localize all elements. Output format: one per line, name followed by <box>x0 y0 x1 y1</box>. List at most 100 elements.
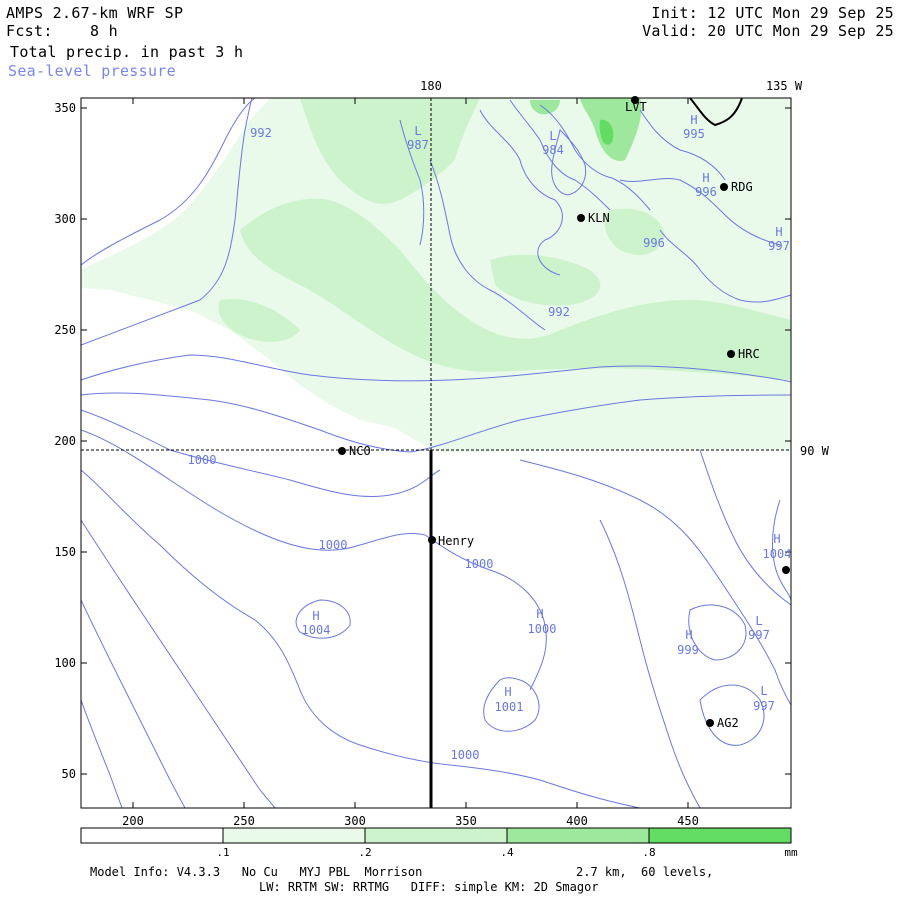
isobar <box>81 98 253 346</box>
station-label: LVT <box>625 100 647 114</box>
isobar <box>81 699 123 808</box>
precip-area-medium-2 <box>300 98 480 204</box>
coastline <box>689 97 743 127</box>
pressure-label: L <box>414 124 421 138</box>
y-tick-label: 150 <box>54 545 76 559</box>
y-tick-labels: 350 300 250 200 150 100 50 <box>54 101 76 781</box>
pressure-label: 997 <box>768 239 790 253</box>
station-label: NCO <box>349 444 371 458</box>
pressure-label: 996 <box>695 185 717 199</box>
isobar <box>688 604 747 661</box>
colorbar-tick: .1 <box>216 846 229 859</box>
x-tick-label: 450 <box>677 814 699 828</box>
isobar <box>81 354 791 383</box>
station-marker <box>720 183 728 191</box>
stations: LVT RDG KLN HRC NCO Henry AG2 <box>338 96 790 730</box>
colorbar-bin <box>648 827 792 844</box>
pressure-label: 1004 <box>763 547 792 561</box>
pressure-label: H <box>312 609 319 623</box>
pressure-label: 992 <box>250 126 272 140</box>
meridian-label-180: 180 <box>420 79 442 93</box>
isobar <box>639 109 726 181</box>
colorbar: .1 .2 .4 .8 mm <box>80 827 798 859</box>
station-label: Henry <box>438 534 474 548</box>
pressure-label: 992 <box>548 305 570 319</box>
colorbar-tick: .4 <box>500 846 514 859</box>
pressure-label: 997 <box>753 699 775 713</box>
field-title: Total precip. in past 3 h <box>10 43 244 61</box>
pressure-label: H <box>685 628 692 642</box>
colorbar-unit: mm <box>784 846 798 859</box>
pressure-label: 1000 <box>465 557 494 571</box>
pressure-label: 1000 <box>319 538 348 552</box>
pressure-label: 984 <box>542 143 564 157</box>
init-time: Init: 12 UTC Mon 29 Sep 25 <box>651 4 894 22</box>
isobar <box>295 599 351 639</box>
colorbar-bin <box>506 827 650 844</box>
station-hrc[interactable]: HRC <box>727 347 760 361</box>
pressure-label: H <box>536 607 543 621</box>
precip-area-peak <box>599 119 614 145</box>
isobar <box>479 109 563 276</box>
pressure-label: 1000 <box>528 622 557 636</box>
precip-area-medium-1 <box>240 198 791 380</box>
isobar <box>429 159 546 331</box>
isobar <box>81 392 791 453</box>
pressure-label: 1001 <box>495 700 524 714</box>
precip-area-medium-4 <box>604 208 665 255</box>
station-marker <box>727 350 735 358</box>
pressure-label: H <box>690 113 697 127</box>
station-kln[interactable]: KLN <box>577 211 610 225</box>
pressure-label: H <box>702 171 709 185</box>
y-tick-label: 50 <box>62 767 76 781</box>
x-tick-label: 350 <box>455 814 477 828</box>
pressure-label: L <box>755 614 762 628</box>
pressure-label: 995 <box>683 127 705 141</box>
station-marker <box>338 447 346 455</box>
isobar <box>699 684 765 746</box>
station-marker <box>428 536 436 544</box>
colorbar-bin <box>80 827 224 844</box>
axis-ticks <box>81 98 791 808</box>
pressure-label: H <box>504 685 511 699</box>
pressure-label: 999 <box>677 643 699 657</box>
pressure-label: 987 <box>407 138 429 152</box>
valid-time: Valid: 20 UTC Mon 29 Sep 25 <box>642 22 894 40</box>
colorbar-tick: .2 <box>358 846 371 859</box>
y-tick-label: 100 <box>54 656 76 670</box>
precip-area-medium-5 <box>218 299 300 342</box>
forecast-label: Fcst: 8 h <box>6 22 118 40</box>
pressure-label: 1000 <box>188 453 217 467</box>
station-ag2[interactable]: AG2 <box>706 716 739 730</box>
station-label: AG2 <box>717 716 739 730</box>
isobar <box>81 409 441 497</box>
station-label: RDG <box>731 180 753 194</box>
station-rdg[interactable]: RDG <box>720 180 753 194</box>
isobar <box>399 119 425 246</box>
station-label: KLN <box>588 211 610 225</box>
y-tick-label: 300 <box>54 212 76 226</box>
isobar <box>483 677 540 732</box>
meridian-label-90w: 90 W <box>800 444 830 458</box>
x-tick-labels: 200 250 300 350 400 450 <box>122 814 699 828</box>
pressure-label: L <box>760 684 767 698</box>
precip-field <box>81 98 791 452</box>
station-henry[interactable]: Henry <box>428 534 474 548</box>
meridian-lines <box>81 98 791 451</box>
isobar <box>519 459 791 706</box>
precip-area-medium-3 <box>490 254 601 306</box>
station-nco[interactable]: NCO <box>338 444 371 458</box>
isobar <box>772 499 791 601</box>
station-marker <box>577 214 585 222</box>
pressure-label: L <box>549 129 556 143</box>
precip-area-heavy-2 <box>530 100 560 115</box>
isobar <box>539 104 651 211</box>
station-lvt[interactable]: LVT <box>625 96 647 114</box>
isobar <box>599 519 701 808</box>
pressure-label: H <box>775 225 782 239</box>
isobar <box>659 229 791 303</box>
isobar <box>699 449 791 606</box>
pressure-label: H <box>773 532 780 546</box>
pressure-labels: 992 L 987 L 984 H 995 H 996 996 H 997 99… <box>188 113 792 762</box>
station-marker-edge[interactable] <box>782 566 790 574</box>
